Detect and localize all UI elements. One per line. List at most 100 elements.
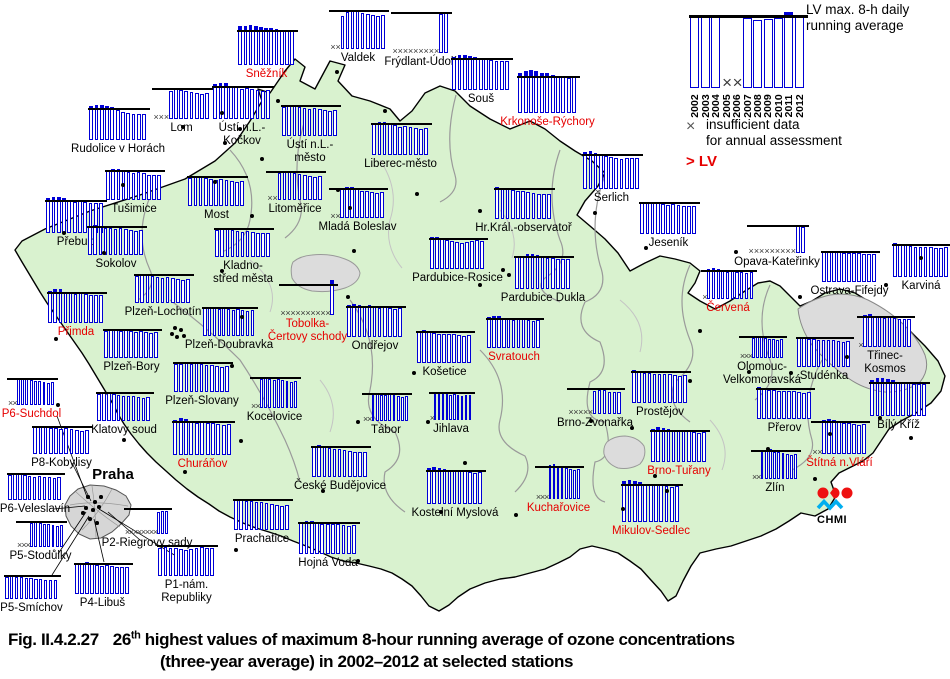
year-bar [468,59,472,90]
lv-limit-line [493,188,555,190]
year-bar [556,258,560,289]
year-bar [51,525,55,547]
year-bar [220,366,224,392]
station-label: Plzeň-Lochotín [124,306,202,318]
station-label: Pardubice-Rosice [412,272,503,284]
year-bar [667,374,672,403]
praha-station-dot [95,521,99,525]
year-bar [341,525,346,554]
missing-data-mark: × [573,407,578,417]
year-bar [287,172,292,200]
station-label: Hojná Voda [298,557,358,569]
year-bar [184,549,188,576]
station-label: Souš [467,93,495,105]
year-bar [292,106,297,136]
exceedance-cap [588,150,593,156]
station-dot [664,488,670,494]
year-bar [346,525,351,554]
station-dot [229,363,235,369]
station-dot [347,205,353,211]
station-label: Ústí n.L.- Kočkov [218,122,266,147]
year-bar [336,524,341,554]
year-bar [822,422,826,454]
station-dot [345,294,351,300]
year-bar [903,245,908,277]
year-bar [131,113,136,140]
year-bar [297,173,302,200]
year-bar [238,31,243,65]
year-bar [69,429,74,454]
year-bar [184,91,189,119]
exceedance-cap [99,105,104,110]
year-bar [157,511,160,534]
lv-limit-line [581,154,643,156]
year-bar [38,381,42,405]
year-bar [898,245,903,277]
year-bar [380,394,383,421]
station-dot [513,512,519,518]
year-bar [740,272,744,299]
lv-limit-line [213,228,274,230]
year-bar [653,485,658,522]
year-bar [239,500,244,530]
year-bar [922,383,926,416]
year-bar [208,308,212,336]
year-bar [515,257,519,289]
year-bar [928,247,933,277]
missing-data-mark: × [540,492,545,502]
lv-limit-line [820,251,880,253]
missing-data-mark: × [315,308,320,318]
exceedance-cap [552,463,556,468]
year-bar [604,156,608,189]
station-label: P5-Smíchov [0,602,63,614]
year-bar [123,229,128,255]
missing-data-mark: × [12,398,17,408]
year-bar [675,486,679,522]
year-bar [381,14,385,49]
year-bar [520,257,525,289]
year-bar [377,307,382,337]
year-bar [103,227,108,255]
year-bar [240,231,245,257]
year-bar [530,257,535,289]
lv-limit-line [328,10,389,12]
station-chart [156,537,218,576]
year-bar [56,201,61,233]
year-bar [279,31,284,65]
exceedance-cap [56,197,61,202]
missing-data-mark: × [330,211,335,221]
legend-year-label: 2012 [793,94,806,118]
year-bar [648,485,653,522]
year-bar [452,334,456,363]
year-bar [275,505,279,530]
year-bar [264,378,267,408]
year-bar [475,240,479,269]
station-dot [629,425,635,431]
year-bar [372,307,377,337]
station-dot [827,431,833,437]
exceedance-cap [875,378,880,384]
station-dot [477,282,483,288]
year-bar [764,451,768,479]
station-dot [182,469,188,475]
station-label: Kocelovice [246,411,303,423]
exceedance-cap [497,316,501,320]
station-label: Ondřejov [351,340,399,352]
praha-station-dot [93,500,97,504]
caption-superscript: th [130,629,141,642]
year-bar [194,93,199,119]
year-bar [205,422,210,455]
year-bar [847,253,851,282]
year-bar [226,308,231,336]
year-bar [857,424,861,454]
year-bar [781,453,785,479]
station-dot [883,282,889,288]
year-bar [550,77,555,113]
year-bar [550,258,555,289]
year-bar [189,548,194,576]
missing-data-mark: × [163,112,169,122]
year-bar [896,383,900,416]
year-bar [480,241,484,269]
station-dot [259,156,265,162]
year-bar [203,177,208,206]
